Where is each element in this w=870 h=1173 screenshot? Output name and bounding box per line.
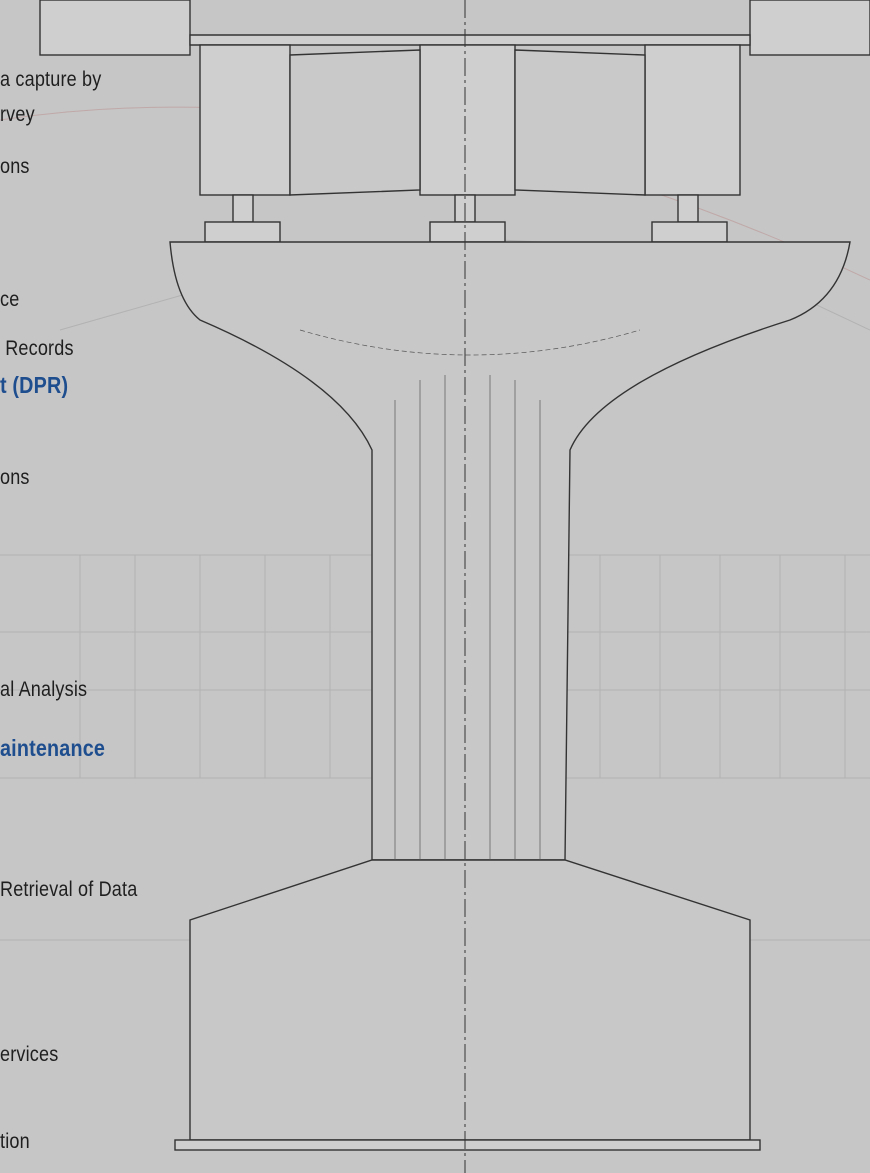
- list-item: a capture by: [0, 68, 102, 91]
- list-item: ce: [0, 288, 20, 311]
- list-item: ervices: [0, 1043, 59, 1066]
- section-heading: aintenance: [0, 735, 106, 761]
- list-item: ons: [0, 466, 30, 489]
- list-item: Retrieval of Data: [0, 878, 138, 901]
- list-item: tion: [0, 1130, 30, 1153]
- list-item: rvey: [0, 103, 35, 126]
- list-item: ons: [0, 155, 30, 178]
- list-item: al Analysis: [0, 678, 88, 701]
- list-item: Records: [0, 337, 74, 360]
- section-heading: t (DPR): [0, 372, 69, 398]
